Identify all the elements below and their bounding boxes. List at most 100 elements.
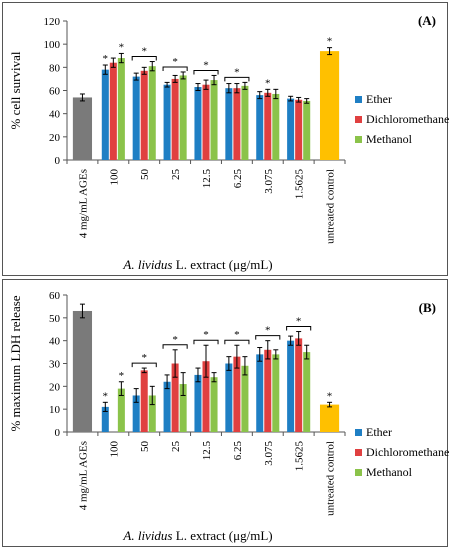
x-category-label: 4 mg/mL AGEs — [77, 169, 89, 238]
bar-dichloromethane — [295, 338, 303, 432]
bar-ether — [287, 98, 295, 160]
significance-star: * — [265, 77, 271, 89]
bar-dichloromethane — [171, 363, 179, 432]
bar-dichloromethane — [109, 62, 117, 161]
x-category-label: 50 — [139, 169, 151, 181]
x-category-label: 3.075 — [263, 441, 275, 466]
bar-ages — [72, 310, 93, 432]
y-tick-label: 80 — [49, 62, 61, 74]
bar-methanol — [148, 395, 156, 432]
x-axis-label: A. lividus L. extract (μg/mL) — [122, 257, 272, 272]
panel-b: (B) 0 10 20 30 40 50 60 % maximum LDH release 4 m… — [2, 279, 449, 547]
x-category-label: 100 — [108, 441, 120, 458]
legend-label-ether: Ether — [366, 92, 392, 106]
x-category-label: 1.5625 — [294, 441, 306, 472]
y-tick-label: 120 — [44, 16, 61, 28]
y-tick-label: 0 — [55, 427, 61, 439]
y-tick-label: 100 — [44, 39, 61, 51]
significance-star: * — [203, 329, 209, 341]
bar-methanol — [303, 100, 311, 160]
bar-dichloromethane — [295, 99, 303, 160]
bar-methanol — [303, 352, 311, 432]
bar-ether — [163, 84, 171, 160]
legend-label-methanol: Methanol — [366, 132, 413, 146]
significance-star: * — [327, 36, 333, 48]
cell-survival-chart: (A) 0 20 40 60 80 100 120 % cell survival 4 mg/mL… — [8, 13, 449, 272]
bar-ether — [132, 76, 140, 160]
legend-swatch-ether — [355, 96, 362, 103]
bar-methanol — [210, 80, 218, 160]
y-tick-label: 30 — [49, 359, 61, 371]
x-category-label: untreated control — [325, 441, 337, 516]
significance-star: * — [103, 390, 109, 402]
significance-star: * — [327, 390, 333, 402]
bar-methanol — [117, 388, 125, 432]
bar-methanol — [148, 66, 156, 160]
significance-star: * — [172, 56, 178, 68]
panel-label: (B) — [419, 300, 436, 315]
bar-dichloromethane — [264, 92, 272, 160]
significance-star: * — [119, 41, 125, 53]
x-category-label: 50 — [139, 441, 151, 453]
y-tick-label: 20 — [49, 132, 61, 144]
y-tick-label: 20 — [49, 381, 61, 393]
legend-swatch-methanol — [355, 469, 362, 476]
y-tick-label: 10 — [49, 404, 61, 416]
bar-methanol — [241, 85, 249, 160]
significance-bracket — [162, 344, 188, 349]
legend-label-dichloromethane: Dichloromethane — [366, 112, 449, 126]
bar-ether — [256, 95, 264, 160]
bar-dichloromethane — [233, 356, 241, 432]
significance-star: * — [172, 334, 178, 346]
bar-control — [319, 51, 340, 160]
x-category-label: 6.25 — [232, 441, 244, 461]
y-tick-label: 40 — [49, 109, 61, 121]
bar-dichloromethane — [264, 349, 272, 432]
significance-star: * — [141, 352, 147, 364]
legend-swatch-dichloromethane — [355, 449, 362, 456]
bar-dichloromethane — [202, 84, 210, 160]
y-axis-label: % cell survival — [8, 51, 23, 129]
significance-bracket — [224, 76, 250, 82]
bar-ether — [132, 395, 140, 432]
bar-control — [319, 404, 340, 432]
significance-bracket — [162, 66, 188, 71]
significance-bracket — [131, 56, 157, 61]
y-tick-label: 50 — [49, 313, 61, 325]
significance-star: * — [296, 316, 302, 328]
bar-dichloromethane — [233, 88, 241, 160]
y-tick-label: 0 — [55, 155, 61, 167]
bar-ether — [256, 354, 264, 432]
bar-methanol — [241, 365, 249, 432]
bar-methanol — [210, 377, 218, 432]
y-tick-label: 40 — [49, 336, 61, 348]
significance-bracket — [255, 335, 281, 340]
legend-swatch-methanol — [355, 136, 362, 143]
x-category-label: 1.5625 — [294, 169, 306, 200]
significance-bracket — [131, 362, 157, 368]
bar-dichloromethane — [140, 70, 148, 160]
bar-methanol — [117, 58, 125, 160]
y-axis-label: % maximum LDH release — [8, 295, 23, 431]
bar-methanol — [179, 75, 187, 160]
x-category-label: untreated control — [325, 169, 337, 244]
bar-methanol — [272, 93, 280, 160]
significance-star: * — [203, 59, 209, 71]
significance-star: * — [234, 329, 240, 341]
bar-ether — [101, 406, 109, 432]
significance-star: * — [119, 370, 125, 382]
bar-ether — [163, 381, 171, 432]
legend-label-methanol: Methanol — [366, 465, 413, 479]
y-tick-label: 60 — [49, 290, 61, 302]
significance-bracket — [193, 339, 219, 345]
panel-label: (A) — [418, 13, 436, 28]
x-category-label: 100 — [108, 169, 120, 186]
x-category-label: 4 mg/mL AGEs — [77, 441, 89, 510]
bar-dichloromethane — [140, 370, 148, 432]
bar-methanol — [272, 354, 280, 432]
x-category-label: 25 — [170, 169, 182, 181]
legend-swatch-ether — [355, 429, 362, 436]
bar-ether — [101, 69, 109, 160]
x-category-label: 6.25 — [232, 169, 244, 189]
x-category-label: 3.075 — [263, 169, 275, 194]
